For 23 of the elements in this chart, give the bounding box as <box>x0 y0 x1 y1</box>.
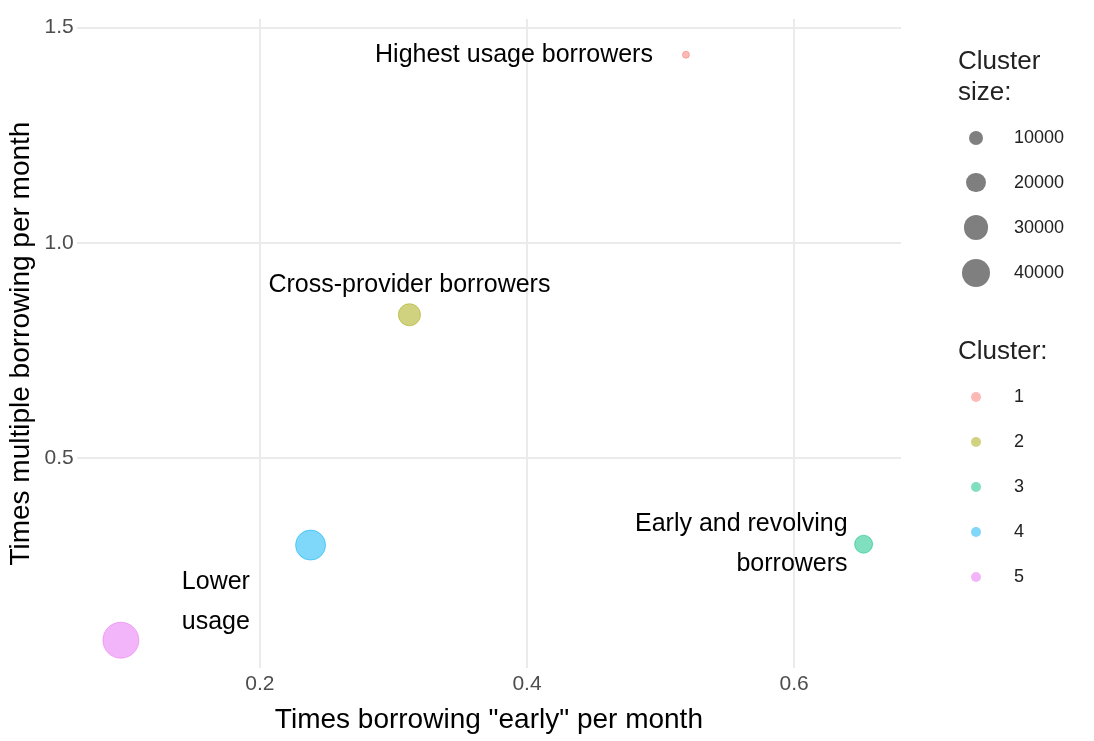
legend-label: 1 <box>1014 386 1025 407</box>
y-tick-label: 0.5 <box>44 444 74 468</box>
legend-label: 4 <box>1014 521 1025 542</box>
x-tick-label: 0.6 <box>779 670 809 694</box>
x-tick-label: 0.2 <box>245 670 275 694</box>
annotation: Lower usage <box>181 566 250 635</box>
y-tick-label: 1.0 <box>44 229 74 253</box>
y-axis-title: Times multiple borrowing per month <box>3 121 35 566</box>
annotation: Highest usage borrowers <box>375 38 653 67</box>
legend-label: 2 <box>1014 431 1025 452</box>
legend-label: 30000 <box>1014 217 1065 238</box>
legend-title: Cluster: <box>958 335 1049 366</box>
legend-label: 5 <box>1014 566 1025 587</box>
x-tick-label: 0.4 <box>512 670 542 694</box>
text: Cluster size: <box>958 45 1042 107</box>
annotation: Cross-provider borrowers <box>268 268 551 297</box>
legend-label: 20000 <box>1014 172 1065 193</box>
x-axis-title: Times borrowing "early" per month <box>274 702 703 734</box>
legend-label: 3 <box>1014 476 1025 497</box>
legend-label: 40000 <box>1014 262 1065 283</box>
annotation: Early and revolving borrowers <box>634 508 848 577</box>
y-tick-label: 1.5 <box>44 14 74 38</box>
legend-label: 10000 <box>1014 127 1065 148</box>
